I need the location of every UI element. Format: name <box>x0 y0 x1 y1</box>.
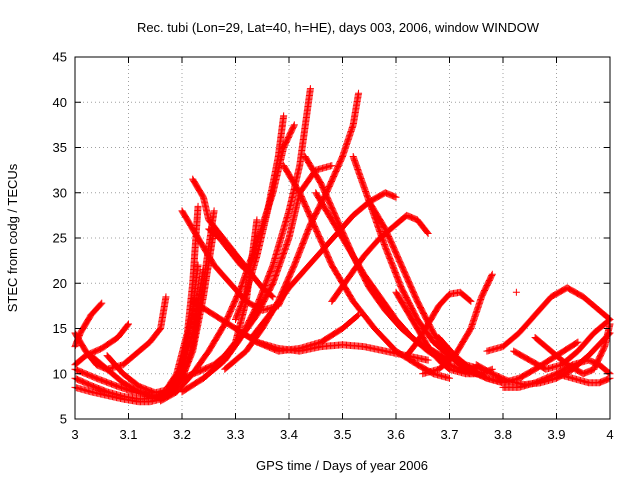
chart-title: Rec. tubi (Lon=29, Lat=40, h=HE), days 0… <box>137 20 540 35</box>
series-sat-06 <box>72 300 106 350</box>
series-sat-29 <box>483 284 613 354</box>
